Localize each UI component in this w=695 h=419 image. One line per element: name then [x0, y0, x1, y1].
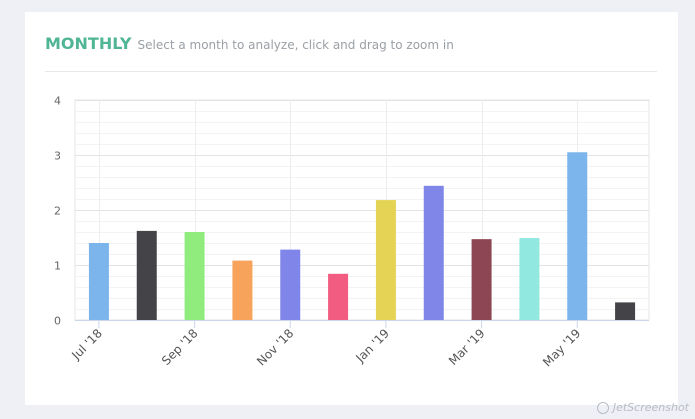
x-tick-label: Nov '18 [254, 326, 296, 368]
x-tick-label: Mar '19 [446, 326, 488, 368]
bar-oct-18[interactable] [232, 260, 253, 320]
monthly-bar-chart[interactable]: 0 1 2 3 4 Jul '18 Sep '18 Nov '18 Jan '19 Mar '19… [25, 12, 678, 405]
chart-subtitle: Select a month to analyze, click and dra… [137, 38, 454, 52]
x-tick-label: May '19 [540, 326, 583, 369]
watermark: JetScreenshot [596, 401, 689, 414]
camera-lens-icon [596, 401, 609, 414]
bar-feb-19[interactable] [423, 185, 444, 320]
header-divider [45, 71, 657, 72]
bar-nov-18[interactable] [280, 249, 301, 320]
chart-card: MONTHLY Select a month to analyze, click… [25, 12, 678, 405]
y-tick-label: 2 [54, 205, 61, 218]
y-tick-label: 1 [54, 260, 61, 273]
bar-jun-19[interactable] [615, 302, 636, 320]
chart-header: MONTHLY Select a month to analyze, click… [45, 34, 454, 53]
x-tick-label: Sep '18 [159, 326, 201, 368]
chart-title: MONTHLY [45, 34, 132, 53]
bar-jul-18[interactable] [88, 243, 109, 320]
bar-sep-18[interactable] [184, 232, 205, 320]
bar-jan-19[interactable] [375, 200, 396, 320]
x-tick-label: Jul '18 [68, 326, 105, 363]
y-tick-label: 0 [54, 315, 61, 328]
bar-apr-19[interactable] [519, 238, 540, 320]
watermark-label: JetScreenshot [612, 401, 689, 414]
y-tick-label: 3 [54, 150, 61, 163]
bar-may-19[interactable] [567, 152, 588, 320]
bar-aug-18[interactable] [136, 230, 157, 320]
y-tick-label: 4 [54, 95, 61, 108]
bar-mar-19[interactable] [471, 239, 492, 320]
x-tick-label: Jan '19 [353, 326, 393, 366]
bar-dec-18[interactable] [328, 273, 349, 320]
